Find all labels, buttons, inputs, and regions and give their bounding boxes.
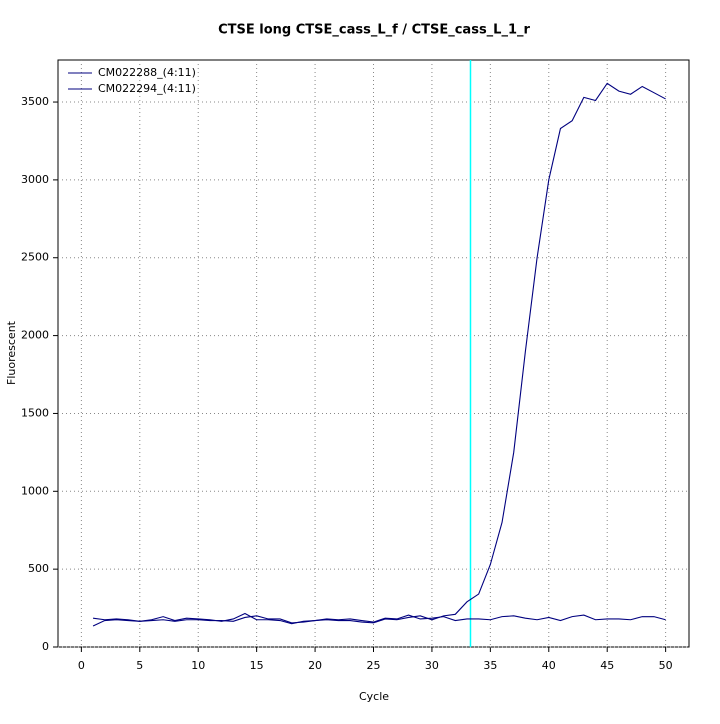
legend-label: CM022288_(4:11)	[98, 66, 196, 79]
chart-title: CTSE long CTSE_cass_L_f / CTSE_cass_L_1_…	[218, 23, 530, 38]
y-tick-label: 3500	[21, 95, 49, 108]
x-tick-label: 35	[483, 659, 497, 672]
x-tick-label: 10	[191, 659, 205, 672]
series-line	[92, 612, 666, 625]
x-tick-label: 5	[136, 659, 143, 672]
y-tick-label: 500	[28, 562, 49, 575]
x-tick-label: 40	[542, 659, 556, 672]
y-tick-label: 2000	[21, 329, 49, 342]
x-tick-label: 20	[308, 659, 322, 672]
y-tick-label: 1500	[21, 406, 49, 419]
x-tick-label: 25	[367, 659, 381, 672]
y-tick-label: 3000	[21, 173, 49, 186]
series-line	[92, 82, 666, 627]
y-tick-label: 1000	[21, 484, 49, 497]
x-axis-label: Cycle	[359, 690, 389, 703]
y-axis-label: Fluorescent	[5, 320, 18, 385]
x-tick-label: 45	[600, 659, 614, 672]
x-tick-label: 15	[250, 659, 264, 672]
y-tick-label: 2500	[21, 251, 49, 264]
x-tick-label: 0	[78, 659, 85, 672]
x-tick-label: 50	[659, 659, 673, 672]
x-tick-label: 30	[425, 659, 439, 672]
y-tick-label: 0	[42, 640, 49, 653]
legend-label: CM022294_(4:11)	[98, 82, 196, 95]
